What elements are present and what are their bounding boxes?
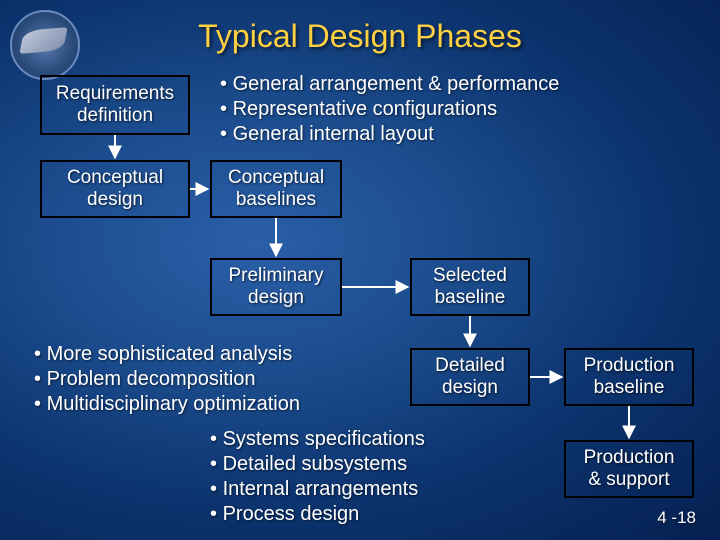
bullet-item: General internal layout <box>220 122 559 147</box>
box-preliminary-design: Preliminary design <box>210 258 342 316</box>
annotation-mid: More sophisticated analysisProblem decom… <box>34 342 300 417</box>
bullet-item: Detailed subsystems <box>210 452 425 477</box>
box-conceptual-baselines: Conceptual baselines <box>210 160 342 218</box>
bullet-item: More sophisticated analysis <box>34 342 300 367</box>
box-production-support: Production & support <box>564 440 694 498</box>
bullet-item: Process design <box>210 502 425 527</box>
box-selected-baseline: Selected baseline <box>410 258 530 316</box>
bullet-item: General arrangement & performance <box>220 72 559 97</box>
box-detailed-design: Detailed design <box>410 348 530 406</box>
bullet-item: Representative configurations <box>220 97 559 122</box>
annotation-top: General arrangement & performanceReprese… <box>220 72 559 147</box>
slide-number: 4 -18 <box>657 508 696 528</box>
bullet-item: Problem decomposition <box>34 367 300 392</box>
annotation-bottom: Systems specificationsDetailed subsystem… <box>210 427 425 527</box>
bullet-item: Multidisciplinary optimization <box>34 392 300 417</box>
slide-title: Typical Design Phases <box>0 18 720 55</box>
box-production-baseline: Production baseline <box>564 348 694 406</box>
box-conceptual-design: Conceptual design <box>40 160 190 218</box>
bullet-item: Internal arrangements <box>210 477 425 502</box>
bullet-item: Systems specifications <box>210 427 425 452</box>
box-requirements: Requirements definition <box>40 75 190 135</box>
